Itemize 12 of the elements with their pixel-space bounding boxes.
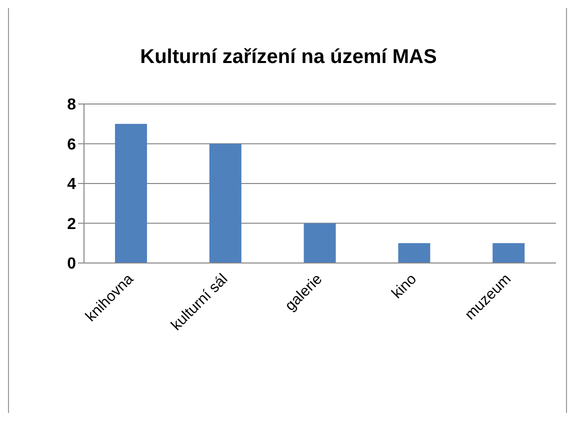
bar bbox=[115, 124, 147, 263]
y-tick-label: 8 bbox=[67, 96, 76, 114]
y-tick-label: 0 bbox=[67, 256, 76, 273]
bar bbox=[209, 144, 242, 263]
y-tick-label: 4 bbox=[67, 176, 76, 194]
bar bbox=[304, 223, 336, 263]
y-tick-label: 2 bbox=[67, 216, 76, 233]
chart-title: Kulturní zařízení na území MAS bbox=[139, 46, 438, 69]
bar bbox=[398, 243, 430, 263]
y-tick-label: 6 bbox=[67, 136, 76, 154]
bar bbox=[492, 243, 525, 263]
x-tick-label: kino bbox=[388, 270, 420, 302]
